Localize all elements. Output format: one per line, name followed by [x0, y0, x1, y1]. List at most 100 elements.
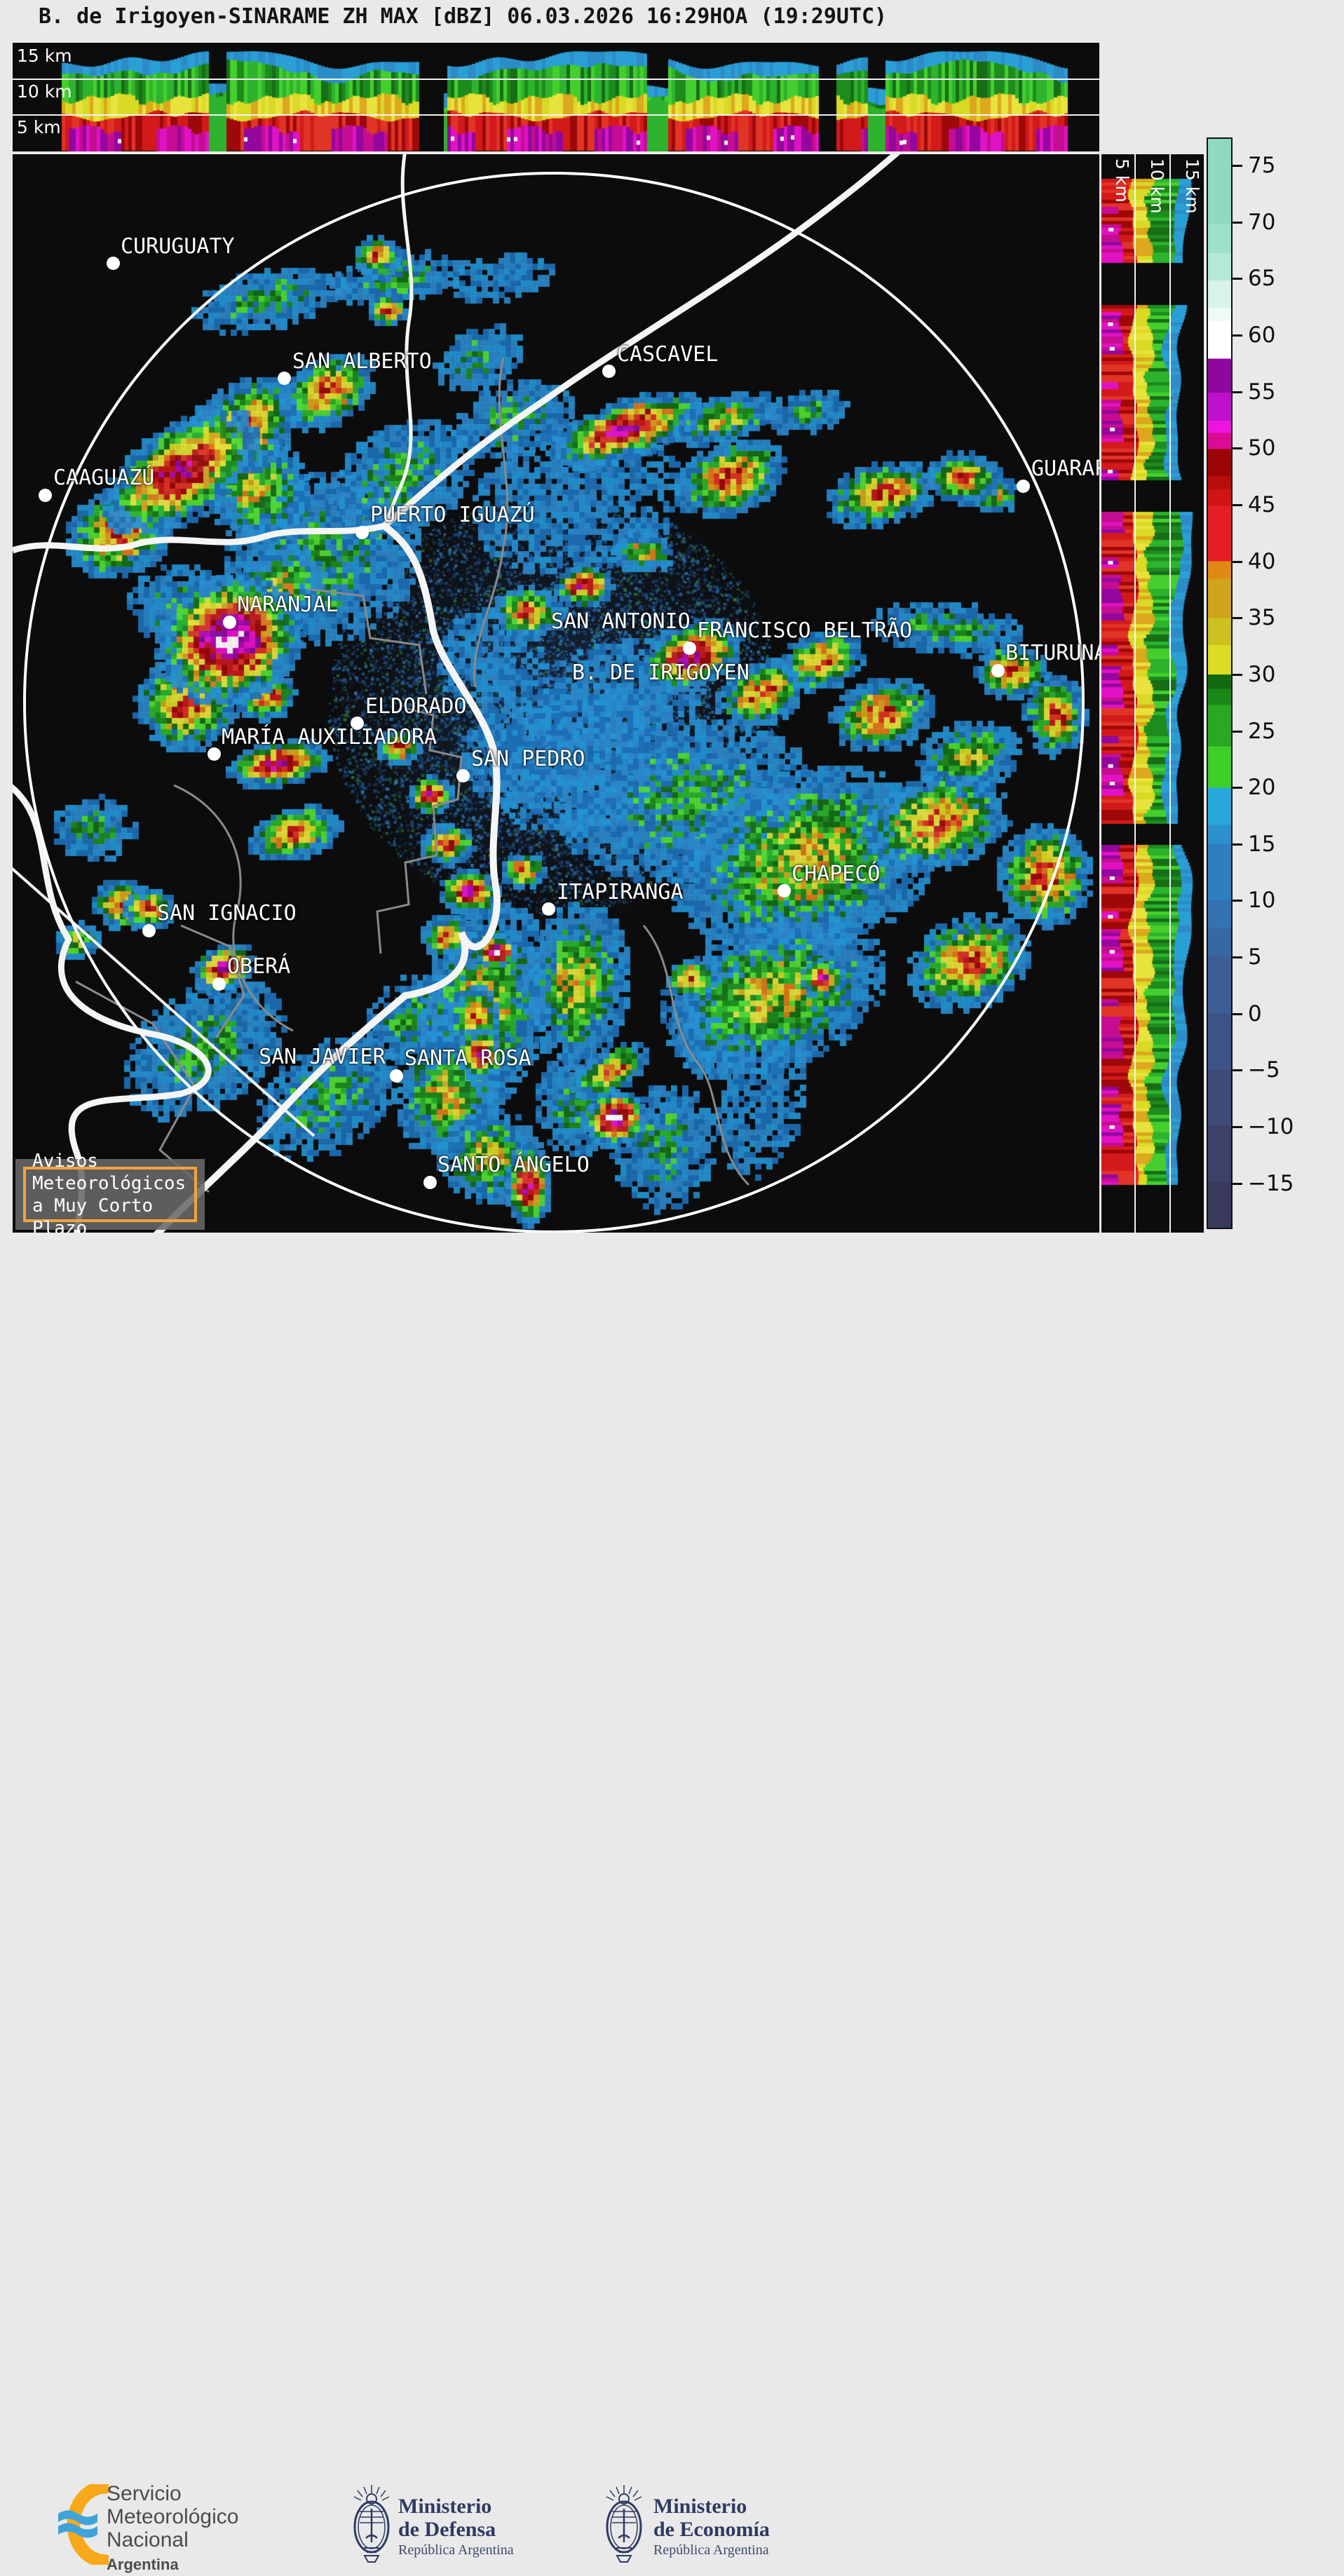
- city-name: OBERÁ: [226, 954, 291, 979]
- straight-border-line: [13, 867, 315, 1137]
- city-name: ITAPIRANGA: [556, 879, 684, 904]
- top-cross-section-panel: 15 km 10 km 5 km: [13, 43, 1099, 151]
- colorbar-tick-label: 20: [1248, 775, 1276, 801]
- ministerio-defensa-text: Ministerio de Defensa República Argentin…: [398, 2495, 514, 2559]
- defensa-coat-of-arms: [353, 2485, 390, 2563]
- colorbar-tick-label: 45: [1248, 492, 1276, 517]
- colorbar-tick: [1233, 673, 1242, 676]
- city-name: SAN PEDRO: [470, 746, 585, 771]
- warning-line1: Avisos Meteorológicos: [32, 1150, 186, 1194]
- city-dot: [1017, 479, 1031, 493]
- defensa-line3: República Argentina: [398, 2542, 514, 2558]
- city-dot: [278, 372, 292, 386]
- right-cross-section-panel: 5 km 10 km 15 km: [1101, 154, 1204, 1233]
- top-axis-label-5km: 5 km: [17, 117, 61, 137]
- city-name: BITURUNA: [1005, 641, 1099, 666]
- river-parana-branch: [382, 154, 414, 527]
- colorbar-tick: [1233, 843, 1242, 846]
- colorbar-tick-label: 55: [1248, 379, 1276, 405]
- city-dot: [777, 884, 791, 898]
- city-dot: [542, 902, 556, 916]
- smn-line3: Nacional: [107, 2528, 189, 2551]
- radar-map[interactable]: CURUGUATY SAN ALBERTO CASCAVEL CAAGUAZÚ PUER…: [13, 154, 1099, 1233]
- colorbar-tick: [1233, 730, 1242, 733]
- colorbar-tick: [1233, 447, 1242, 450]
- colorbar-tick-label: 60: [1248, 322, 1276, 348]
- city-dot: [207, 747, 221, 761]
- city-dot: [351, 717, 365, 731]
- coat-sun-rays2: [606, 2485, 642, 2501]
- defensa-line1: Ministerio: [398, 2495, 492, 2518]
- top-panel-10km-gridline: [13, 79, 1099, 80]
- city-name: MARÍA AUXILIADORA: [222, 724, 437, 750]
- city-dot: [390, 1069, 404, 1083]
- river-iguazu-east: [382, 154, 901, 529]
- colorbar-tick: [1233, 617, 1242, 620]
- colorbar-tick: [1233, 1182, 1242, 1185]
- colorbar-tick-label: 5: [1248, 944, 1262, 970]
- city-name: CURUGUATY: [121, 233, 235, 259]
- top-cross-section-canvas: [13, 43, 1099, 151]
- river-west-border: [13, 784, 212, 1233]
- right-panel-10km-gridline: [1169, 154, 1171, 1233]
- city-dot: [991, 663, 1005, 677]
- colorbar-tick-label: 25: [1248, 718, 1276, 744]
- smn-logo: [58, 2484, 109, 2565]
- city-dot: [355, 525, 369, 539]
- city-dot: [602, 365, 616, 379]
- city-dot: [39, 488, 53, 502]
- right-panel-5km-gridline: [1134, 154, 1136, 1233]
- city-name: ELDORADO: [365, 693, 467, 719]
- colorbar-tick: [1233, 391, 1242, 393]
- city-name: FRANCISCO BELTRÃO: [697, 618, 913, 644]
- city-name: B. DE IRIGOYEN: [571, 660, 749, 685]
- dbz-colorbar: [1207, 137, 1233, 1229]
- city-name: SAN ANTONIO: [551, 609, 691, 635]
- top-axis-label-10km: 10 km: [17, 81, 72, 102]
- colorbar-tick: [1233, 334, 1242, 337]
- warning-banner[interactable]: Avisos Meteorológicos a Muy Corto Plazo: [15, 1151, 205, 1233]
- city-dot: [106, 257, 120, 271]
- colorbar-tick-label: −15: [1248, 1170, 1294, 1196]
- city-dot: [456, 769, 470, 783]
- economia-line1: Ministerio: [653, 2495, 747, 2518]
- city-name: NARANJAL: [237, 592, 339, 618]
- city-name: CASCAVEL: [616, 341, 719, 367]
- colorbar-tick-label: 0: [1248, 1001, 1262, 1026]
- city-name: PUERTO IGUAZÚ: [369, 503, 535, 528]
- colorbar-tick: [1233, 278, 1242, 280]
- colorbar-tick-label: 35: [1248, 605, 1276, 631]
- defensa-line2: de Defensa: [398, 2518, 496, 2541]
- right-cross-section-canvas: [1101, 154, 1204, 1233]
- right-axis-label-15km: 15 km: [1182, 158, 1202, 214]
- smn-line4: Argentina: [107, 2556, 179, 2573]
- city-dot: [222, 615, 236, 629]
- city-dot: [423, 1175, 437, 1189]
- top-panel-5km-gridline: [13, 114, 1099, 116]
- colorbar-tick: [1233, 956, 1242, 959]
- city-name: SANTA ROSA: [404, 1046, 531, 1071]
- colorbar-tick-label: 50: [1248, 435, 1276, 461]
- city-dot: [682, 641, 696, 655]
- city-name: SANTO ÁNGELO: [437, 1153, 590, 1178]
- map-geography-overlay: [13, 154, 1085, 1233]
- colorbar-tick: [1233, 900, 1242, 902]
- colorbar-tick: [1233, 165, 1242, 167]
- warning-line2: a Muy Corto Plazo: [32, 1195, 154, 1233]
- city-name: SAN ALBERTO: [292, 348, 432, 374]
- city-name: SAN JAVIER: [259, 1045, 386, 1070]
- right-axis-label-10km: 10 km: [1147, 158, 1167, 214]
- colorbar-tick-label: 70: [1248, 209, 1276, 235]
- colorbar-tick: [1233, 221, 1242, 224]
- radar-range-ring: [23, 172, 1085, 1233]
- ministerio-economia-text: Ministerio de Economía República Argenti…: [653, 2495, 770, 2559]
- smn-line2: Meteorológico: [107, 2505, 239, 2528]
- river-uruguay: [154, 523, 501, 1233]
- river-iguazu-west: [13, 522, 386, 554]
- colorbar-tick-label: 15: [1248, 831, 1276, 857]
- right-axis-label-5km: 5 km: [1112, 158, 1132, 203]
- colorbar-tick: [1233, 1126, 1242, 1129]
- coat-sun-rays: [353, 2485, 390, 2501]
- colorbar-tick: [1233, 1012, 1242, 1015]
- city-dot: [142, 923, 156, 937]
